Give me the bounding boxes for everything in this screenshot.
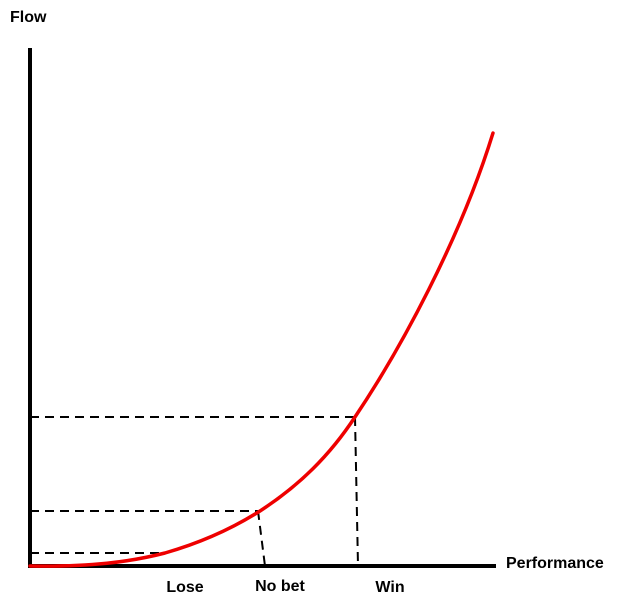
- guides: [30, 416, 359, 567]
- marker-label: Lose: [166, 579, 203, 596]
- nobet-drop: [257, 510, 266, 567]
- flow-curve: [28, 131, 495, 568]
- x-axis-label: Performance: [506, 555, 604, 572]
- marker-label: No bet: [255, 578, 305, 595]
- marker-label: Win: [375, 579, 404, 596]
- win-drop: [354, 416, 359, 567]
- y-axis-label: Flow: [10, 9, 47, 26]
